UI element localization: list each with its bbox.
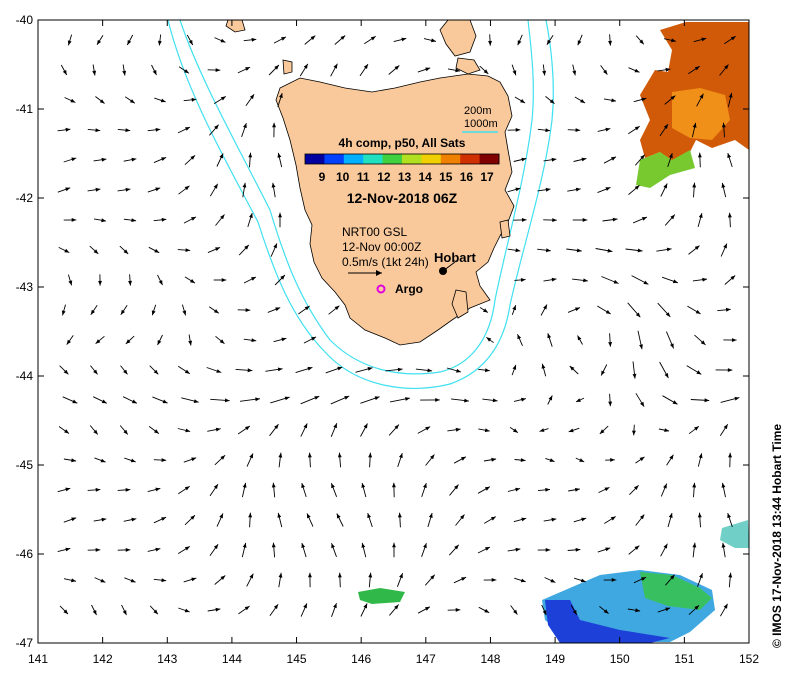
lon-tick-label: 146	[351, 652, 371, 666]
hobart-label: Hobart	[434, 250, 477, 265]
isobath-legend-1000m: 1000m	[464, 118, 498, 130]
current-station: NRT00 GSL	[342, 225, 407, 239]
lat-tick-label: -41	[16, 102, 34, 116]
maria-island	[500, 220, 510, 238]
lon-tick-label: 150	[610, 652, 630, 666]
colorbar-tick-label: 17	[480, 170, 494, 184]
lon-tick-label: 152	[739, 652, 759, 666]
colorbar-bands	[305, 154, 500, 164]
colorbar-tick-label: 12	[377, 170, 391, 184]
isobath-legend-200m: 200m	[464, 105, 492, 117]
lon-tick-label: 143	[157, 652, 177, 666]
colorbar-band	[324, 154, 344, 164]
colorbar-ticks: 9 10 11 12 13 14 15 16 17	[319, 170, 494, 184]
current-scale: 0.5m/s (1kt 24h)	[342, 255, 429, 269]
colorbar-band	[460, 154, 480, 164]
lat-tick-label: -45	[16, 458, 34, 472]
lat-tick-label: -42	[16, 191, 34, 205]
lat-tick-label: -43	[16, 280, 34, 294]
lon-tick-label: 151	[674, 652, 694, 666]
colorbar-title: 4h comp, p50, All Sats	[339, 136, 466, 150]
current-time: 12-Nov 00:00Z	[342, 240, 421, 254]
lon-tick-label: 144	[222, 652, 242, 666]
colorbar-band	[363, 154, 383, 164]
colorbar-band	[421, 154, 441, 164]
colorbar-band	[305, 154, 325, 164]
colorbar-tick-label: 16	[460, 170, 474, 184]
colorbar-tick-label: 13	[398, 170, 412, 184]
colorbar-band	[344, 154, 364, 164]
lon-tick-label: 141	[28, 652, 48, 666]
colorbar-band	[402, 154, 422, 164]
colorbar-tick-label: 11	[357, 170, 370, 184]
lon-tick-label: 147	[416, 652, 436, 666]
lat-tick-label: -47	[16, 636, 34, 650]
lon-tick-label: 142	[93, 652, 113, 666]
colorbar-band	[441, 154, 461, 164]
colorbar-tick-label: 10	[336, 170, 350, 184]
imos-credit: © IMOS 17-Nov-2018 13:44 Hobart Time	[770, 424, 784, 648]
lon-tick-label: 149	[545, 652, 565, 666]
hunter-island	[283, 60, 292, 74]
argo-label: Argo	[395, 282, 423, 296]
colorbar-tick-label: 15	[439, 170, 453, 184]
lon-tick-label: 145	[287, 652, 307, 666]
lat-tick-label: -40	[16, 13, 34, 27]
colorbar-band	[383, 154, 403, 164]
colorbar-tick-label: 14	[418, 170, 432, 184]
colorbar-band	[480, 154, 500, 164]
map-date: 12-Nov-2018 06Z	[347, 190, 458, 206]
colorbar-tick-label: 9	[319, 170, 326, 184]
lon-tick-label: 148	[480, 652, 500, 666]
lat-tick-label: -46	[16, 547, 34, 561]
lat-tick-label: -44	[16, 369, 34, 383]
